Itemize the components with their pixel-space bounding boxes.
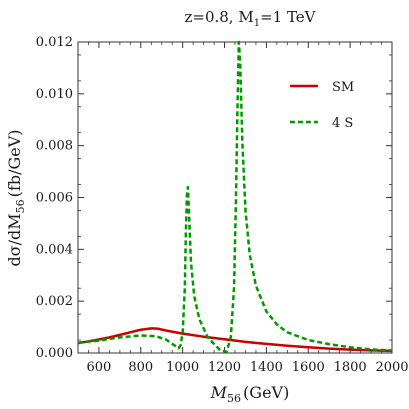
chart-title: z=0.8, M1=1 TeV bbox=[184, 8, 316, 29]
x-axis-title: M56 (GeV) bbox=[210, 383, 290, 405]
x-tick-label: 1000 bbox=[166, 360, 199, 375]
y-tick-label: 0.008 bbox=[36, 139, 73, 154]
y-tick-label: 0.000 bbox=[36, 346, 73, 361]
x-tick-label: 1800 bbox=[334, 360, 367, 375]
x-tick-label: 1400 bbox=[250, 360, 283, 375]
x-tick-label: 2000 bbox=[375, 360, 408, 375]
series-line-sm bbox=[77, 327, 393, 353]
x-tick-label: 800 bbox=[128, 360, 153, 375]
x-tick-label: 1200 bbox=[208, 360, 241, 375]
legend-label-sm: SM bbox=[332, 80, 354, 95]
y-tick-label: 0.012 bbox=[36, 35, 73, 50]
legend-label-4s: 4 S bbox=[332, 116, 353, 131]
y-axis-title: dσ/dM56(fb/GeV) bbox=[5, 129, 27, 266]
y-tick-label: 0.004 bbox=[36, 242, 73, 257]
legend: SM 4 S bbox=[290, 80, 354, 131]
x-tick-label: 1600 bbox=[292, 360, 325, 375]
axis-ticks: 600 800 1000 1200 1400 1600 1800 2000 0.000 0.002… bbox=[36, 35, 409, 375]
y-tick-label: 0.010 bbox=[36, 87, 73, 102]
x-tick-label: 600 bbox=[87, 360, 112, 375]
y-tick-label: 0.002 bbox=[36, 294, 73, 309]
y-tick-label: 0.006 bbox=[36, 191, 73, 206]
series-group bbox=[77, 40, 393, 353]
series-line-4s bbox=[77, 40, 393, 353]
